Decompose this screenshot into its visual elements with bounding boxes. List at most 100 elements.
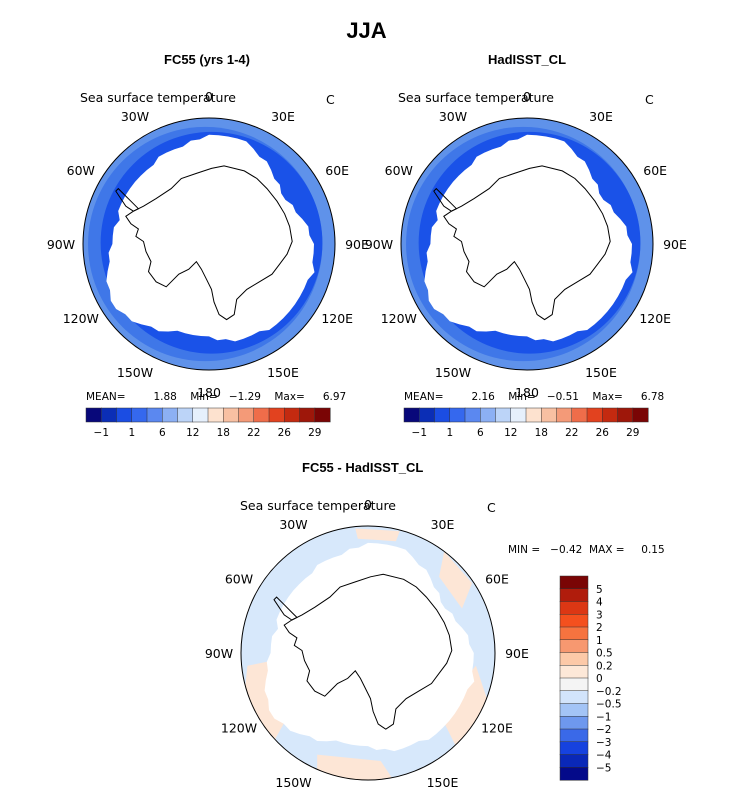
- fc55-lon-label: 30E: [271, 109, 295, 124]
- fc55-lon-label: 60W: [67, 163, 95, 178]
- difference-cbar-tick: −1: [596, 711, 611, 723]
- hadisst-cbar-tick: 29: [626, 427, 639, 439]
- variable-label-hadisst: Sea surface temperature: [398, 90, 554, 105]
- min-value: −0.51: [546, 391, 579, 403]
- panel-title-fc55: FC55 (yrs 1-4): [164, 52, 250, 67]
- difference-lon-label: 150E: [427, 775, 459, 790]
- difference-peninsula: [273, 596, 298, 621]
- fc55-lon-label: 150E: [267, 365, 299, 380]
- hadisst-lon-label: 180: [515, 385, 539, 400]
- hadisst-lon-label: 60E: [643, 163, 667, 178]
- max-value: 6.78: [640, 391, 665, 403]
- mean-label: MEAN=: [404, 391, 444, 403]
- fc55-lon-label: 120E: [321, 311, 353, 326]
- difference-cbar-tick: 1: [596, 635, 603, 647]
- difference-cbar-cell: [559, 741, 589, 756]
- max-value: 6.97: [322, 391, 347, 403]
- difference-cbar-tick: −4: [596, 750, 612, 762]
- difference-cbar-cell: [559, 690, 589, 705]
- hadisst-lon-label: 90E: [663, 237, 687, 252]
- fc55-cbar-tick: 26: [278, 427, 292, 439]
- difference-ice-region: [264, 542, 475, 752]
- difference-cbar-cell: [559, 767, 589, 781]
- difference-cbar-tick: 0.2: [596, 660, 613, 672]
- difference-cbar-cell: [559, 665, 589, 679]
- difference-cbar-tick: −2: [596, 724, 611, 736]
- difference-cbar-cell: [559, 626, 589, 641]
- hadisst-cbar-tick: 1: [446, 427, 453, 439]
- difference-cbar-tick: 3: [596, 609, 603, 621]
- hadisst-cbar-tick: 22: [565, 427, 578, 439]
- difference-diff-pos-patch: [439, 551, 473, 609]
- stats-hadisst: MEAN= 2.16 Min= −0.51 Max= 6.78: [404, 391, 664, 403]
- difference-cbar-cell: [559, 614, 589, 628]
- hadisst-lon-label: 120E: [639, 311, 671, 326]
- max-label: Max=: [592, 391, 623, 403]
- unit-label-difference: C: [487, 500, 496, 515]
- difference-cbar-cell: [559, 652, 589, 666]
- difference-cbar-tick: 4: [596, 597, 603, 609]
- fc55-cbar-tick: 22: [247, 427, 260, 439]
- hadisst-lon-label: 30E: [589, 109, 613, 124]
- stats-fc55: MEAN= 1.88 Min= −1.29 Max= 6.97: [86, 391, 346, 403]
- hadisst-peninsula: [433, 187, 458, 212]
- fc55-cbar-tick: 6: [159, 427, 166, 439]
- fc55-cbar-tick: −1: [94, 427, 109, 439]
- fc55-lon-label: 0: [205, 89, 213, 104]
- difference-cbar-cell: [559, 601, 589, 615]
- difference-lon-label: 0: [364, 497, 372, 512]
- hadisst-cbar-tick: 6: [477, 427, 484, 439]
- fc55-lon-label: 90W: [47, 237, 75, 252]
- hadisst-lon-label: 90W: [365, 237, 393, 252]
- mean-value: 1.88: [153, 391, 177, 403]
- difference-cbar-cell: [559, 728, 589, 743]
- fc55-cbar-tick: 1: [128, 427, 135, 439]
- difference-lon-label: 60E: [485, 572, 509, 587]
- fc55-lon-label: 60E: [325, 163, 349, 178]
- difference-lon-label: 90E: [505, 646, 529, 661]
- hadisst-lon-label: 60W: [385, 163, 413, 178]
- difference-diff-pos-patch: [355, 528, 400, 542]
- panel-title-difference: FC55 - HadISST_CL: [302, 460, 424, 475]
- colorbar-fc55: −1 1 6 12 18 22 26 29: [85, 407, 331, 439]
- difference-cbar-cell: [559, 639, 589, 654]
- difference-cbar-tick: 2: [596, 622, 603, 634]
- difference-lon-label: 150W: [275, 775, 311, 790]
- mean-value: 2.16: [471, 391, 495, 403]
- hadisst-map-border: [400, 117, 654, 371]
- variable-label-difference: Sea surface temperature: [240, 498, 396, 513]
- hadisst-lon-label: 30W: [439, 109, 467, 124]
- difference-lon-label: 30W: [279, 517, 307, 532]
- min-label: Min=: [508, 391, 536, 403]
- difference-cbar-tick: −5: [596, 762, 611, 774]
- difference-lon-label: 120W: [221, 721, 257, 736]
- difference-lon-label: 120E: [481, 721, 513, 736]
- panel-title-hadisst: HadISST_CL: [488, 52, 567, 67]
- difference-lon-label: 90W: [205, 646, 233, 661]
- max-label: Max=: [274, 391, 305, 403]
- fc55-lon-label: 30W: [121, 109, 149, 124]
- fc55-cbar-tick: 29: [308, 427, 321, 439]
- hadisst-cbar-tick: −1: [412, 427, 427, 439]
- fc55-cbar-tick: 12: [186, 427, 199, 439]
- difference-cbar-cell: [559, 716, 589, 730]
- hadisst-cbar-tick: 26: [596, 427, 610, 439]
- difference-cbar-cell: [559, 703, 589, 717]
- mean-label: MEAN=: [86, 391, 126, 403]
- difference-cbar-tick: −0.5: [596, 699, 622, 711]
- difference-lon-label: 180: [356, 795, 380, 798]
- fc55-lon-label: 90E: [345, 237, 369, 252]
- fc55-lon-label: 180: [197, 385, 221, 400]
- min-value: −1.29: [228, 391, 261, 403]
- hadisst-lon-label: 120W: [381, 311, 417, 326]
- fc55-ice-region: [106, 134, 315, 342]
- hadisst-ice-region: [424, 134, 633, 342]
- hadisst-lon-label: 150W: [435, 365, 471, 380]
- hadisst-cbar-cell: [632, 407, 649, 423]
- fc55-lon-label: 150W: [117, 365, 153, 380]
- difference-cbar-cell: [559, 575, 589, 590]
- colorbar-hadisst: −1 1 6 12 18 22 26 29: [403, 407, 649, 439]
